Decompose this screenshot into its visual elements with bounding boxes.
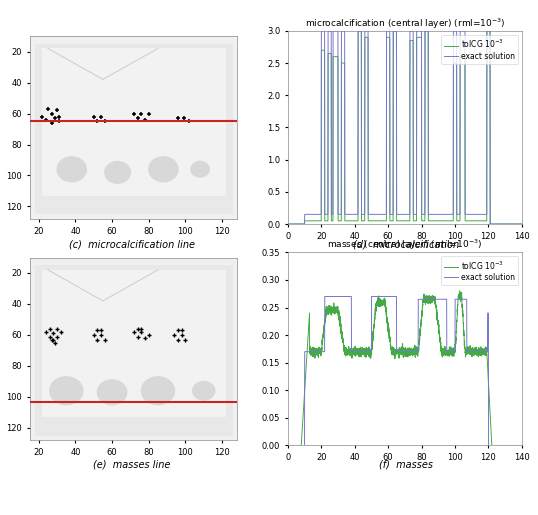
- exact solution: [489, 442, 495, 449]
- Legend: tolCG 10$^{-3}$, exact solution: tolCG 10$^{-3}$, exact solution: [441, 256, 518, 285]
- Circle shape: [141, 377, 174, 405]
- tolCG 10$^{-3}$: [312, 347, 318, 353]
- exact solution: [321, 294, 328, 300]
- exact solution: [285, 442, 291, 449]
- tolCG 10$^{-3}$: [285, 221, 291, 227]
- Title: microcalcification (central layer) (rml=10$^{-3}$): microcalcification (central layer) (rml=…: [305, 16, 505, 31]
- Circle shape: [191, 162, 209, 177]
- Line: tolCG 10$^{-3}$: tolCG 10$^{-3}$: [288, 291, 522, 445]
- tolCG 10$^{-3}$: [489, 442, 495, 449]
- tolCG 10$^{-3}$: [514, 442, 521, 449]
- Circle shape: [57, 157, 87, 182]
- exact solution: [312, 211, 318, 217]
- tolCG 10$^{-3}$: [374, 299, 381, 305]
- exact solution: [285, 221, 291, 227]
- Circle shape: [148, 157, 178, 182]
- exact solution: [385, 28, 391, 34]
- Text: (f)  masses: (f) masses: [379, 459, 433, 469]
- tolCG 10$^{-3}$: [355, 28, 362, 34]
- Circle shape: [105, 162, 130, 183]
- Line: exact solution: exact solution: [288, 297, 522, 445]
- Bar: [43, 48, 226, 196]
- tolCG 10$^{-3}$: [385, 323, 391, 329]
- Text: (e)  masses line: (e) masses line: [93, 459, 171, 469]
- tolCG 10$^{-3}$: [519, 442, 525, 449]
- Line: tolCG 10$^{-3}$: tolCG 10$^{-3}$: [288, 31, 522, 224]
- exact solution: [385, 294, 391, 300]
- tolCG 10$^{-3}$: [514, 221, 521, 227]
- exact solution: [325, 28, 332, 34]
- exact solution: [514, 442, 521, 449]
- exact solution: [374, 211, 381, 217]
- Text: (d)  microcalcification: (d) microcalcification: [353, 239, 459, 249]
- tolCG 10$^{-3}$: [374, 218, 381, 224]
- tolCG 10$^{-3}$: [312, 218, 318, 224]
- exact solution: [514, 221, 521, 227]
- Line: exact solution: exact solution: [288, 31, 522, 224]
- exact solution: [318, 28, 324, 34]
- tolCG 10$^{-3}$: [457, 288, 463, 294]
- exact solution: [519, 442, 525, 449]
- Circle shape: [97, 380, 127, 405]
- exact solution: [489, 221, 495, 227]
- exact solution: [519, 221, 525, 227]
- tolCG 10$^{-3}$: [325, 306, 331, 313]
- Bar: [43, 270, 226, 417]
- tolCG 10$^{-3}$: [325, 50, 331, 57]
- Legend: tolCG 10$^{-3}$, exact solution: tolCG 10$^{-3}$, exact solution: [441, 35, 518, 64]
- exact solution: [325, 294, 332, 300]
- tolCG 10$^{-3}$: [285, 442, 291, 449]
- exact solution: [374, 294, 381, 300]
- Text: (c)  microcalcification line: (c) microcalcification line: [69, 239, 195, 249]
- tolCG 10$^{-3}$: [489, 221, 495, 227]
- Title: masses (central layer) (rml=10$^{-3}$): masses (central layer) (rml=10$^{-3}$): [327, 238, 483, 252]
- tolCG 10$^{-3}$: [519, 221, 525, 227]
- Circle shape: [49, 377, 83, 405]
- tolCG 10$^{-3}$: [385, 35, 391, 41]
- exact solution: [312, 349, 318, 355]
- Circle shape: [193, 382, 215, 400]
